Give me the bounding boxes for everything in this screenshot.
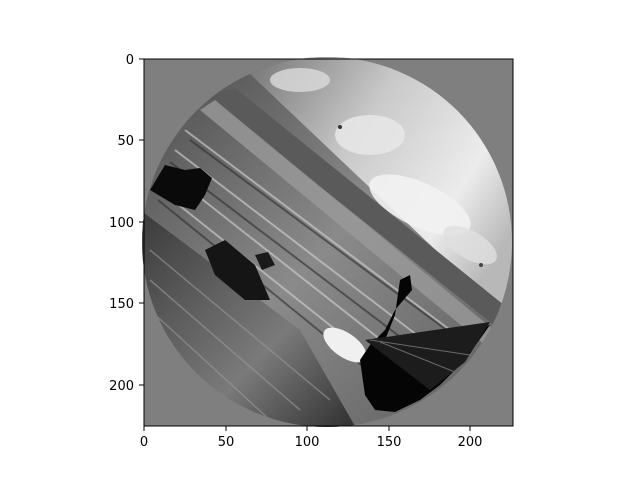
- y-tick-label: 50: [117, 134, 134, 149]
- photo-circle: [142, 57, 512, 427]
- y-tick-label: 200: [109, 379, 134, 394]
- x-tick-label: 200: [458, 435, 483, 450]
- x-tick-label: 100: [295, 435, 320, 450]
- y-tick-label: 100: [109, 216, 134, 231]
- x-axis: 0 50 100 150 200: [140, 426, 483, 450]
- axes-frame: [143, 58, 514, 427]
- x-tick-label: 0: [140, 435, 148, 450]
- x-tick-label: 150: [377, 435, 402, 450]
- y-tick-label: 0: [126, 53, 134, 68]
- y-axis: 0 50 100 150 200: [109, 53, 144, 394]
- x-tick-label: 50: [218, 435, 235, 450]
- y-tick-label: 150: [109, 297, 134, 312]
